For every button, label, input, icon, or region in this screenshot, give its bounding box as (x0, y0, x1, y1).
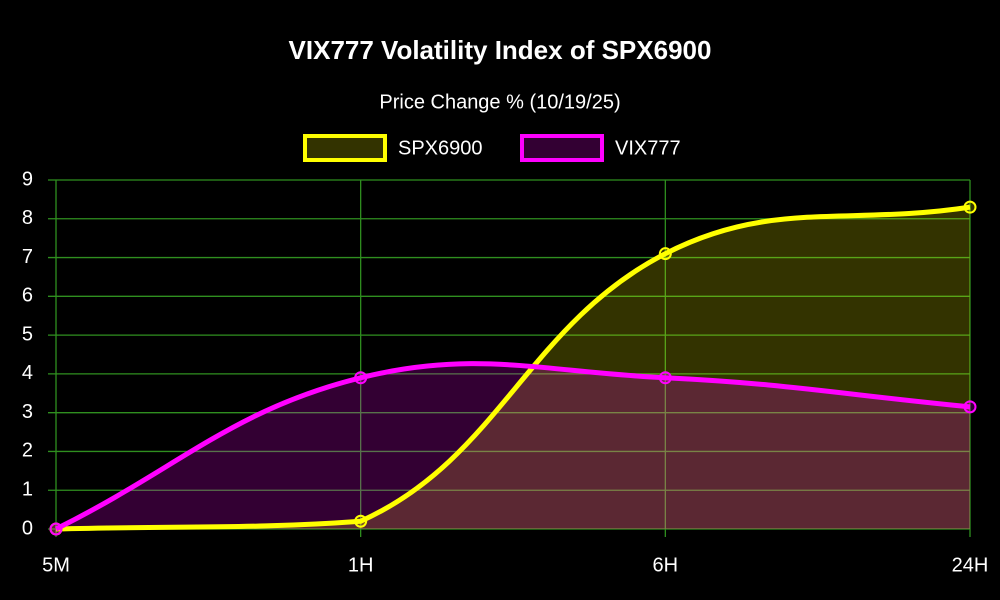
y-tick-label: 2 (22, 440, 33, 462)
point (49, 522, 63, 536)
area-fill (56, 207, 970, 529)
legend-swatch (520, 134, 604, 162)
x-tick-label: 24H (952, 554, 989, 576)
y-tick-label: 0 (22, 517, 33, 539)
legend-label: SPX6900 (398, 137, 483, 159)
y-tick-label: 3 (22, 401, 33, 423)
point (354, 514, 368, 528)
line (54, 361, 971, 532)
chart-title: VIX777 Volatility Index of SPX6900 (289, 35, 712, 65)
x-tick-label: 1H (348, 554, 374, 576)
point (658, 247, 672, 261)
legend-label: VIX777 (615, 137, 681, 159)
chart-subtitle: Price Change % (10/19/25) (379, 91, 620, 113)
y-tick-label: 4 (22, 362, 33, 384)
legend-swatch (303, 134, 387, 162)
y-tick-label: 8 (22, 207, 33, 229)
y-tick-label: 5 (22, 323, 33, 345)
point (963, 200, 977, 214)
line (55, 204, 971, 532)
point (658, 371, 672, 385)
point (354, 371, 368, 385)
x-tick-label: 6H (653, 554, 679, 576)
y-tick-label: 6 (22, 285, 33, 307)
y-tick-label: 1 (22, 479, 33, 501)
point (963, 400, 977, 414)
y-tick-label: 9 (22, 168, 33, 190)
x-tick-label: 5M (42, 554, 70, 576)
y-tick-label: 7 (22, 246, 33, 268)
